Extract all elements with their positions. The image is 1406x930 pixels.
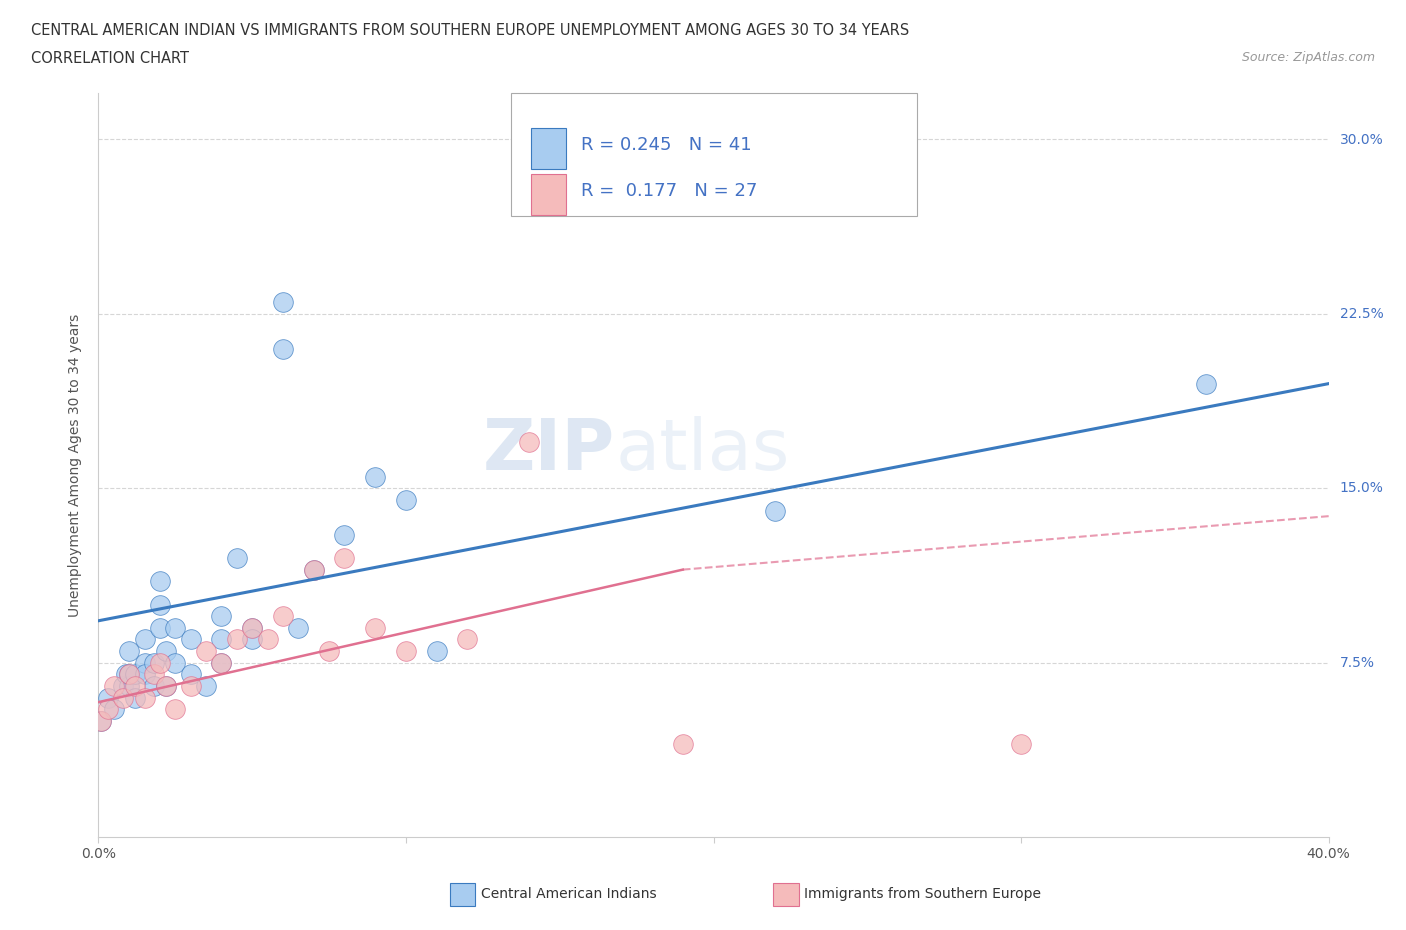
- Point: [124, 690, 146, 705]
- Point: [165, 620, 187, 635]
- Point: [180, 679, 202, 694]
- Point: [90, 713, 112, 728]
- Point: [97, 690, 120, 705]
- Y-axis label: Unemployment Among Ages 30 to 34 years: Unemployment Among Ages 30 to 34 years: [69, 313, 83, 617]
- Point: [426, 644, 449, 658]
- Point: [118, 667, 141, 682]
- Point: [240, 632, 263, 647]
- Point: [271, 341, 294, 356]
- Point: [225, 551, 247, 565]
- Text: ZIP: ZIP: [482, 416, 616, 485]
- Point: [142, 655, 165, 670]
- Point: [115, 667, 138, 682]
- Point: [124, 667, 146, 682]
- Text: atlas: atlas: [616, 416, 790, 485]
- Text: R = 0.245   N = 41: R = 0.245 N = 41: [581, 136, 751, 154]
- Point: [517, 434, 540, 449]
- Point: [103, 679, 125, 694]
- Point: [456, 632, 478, 647]
- Text: 7.5%: 7.5%: [1340, 656, 1375, 670]
- Point: [395, 493, 418, 508]
- Point: [364, 469, 387, 484]
- Text: Immigrants from Southern Europe: Immigrants from Southern Europe: [804, 886, 1042, 901]
- Point: [211, 655, 233, 670]
- Point: [118, 644, 141, 658]
- Point: [142, 667, 165, 682]
- Point: [211, 632, 233, 647]
- Bar: [531, 174, 567, 215]
- Point: [149, 597, 172, 612]
- Text: 30.0%: 30.0%: [1340, 132, 1384, 147]
- Text: Central American Indians: Central American Indians: [481, 886, 657, 901]
- Point: [155, 679, 177, 694]
- Point: [195, 679, 218, 694]
- Point: [112, 690, 135, 705]
- Point: [256, 632, 278, 647]
- Point: [225, 632, 247, 647]
- Point: [240, 620, 263, 635]
- Point: [134, 632, 156, 647]
- Point: [165, 655, 187, 670]
- Point: [271, 295, 294, 310]
- Point: [97, 701, 120, 716]
- Point: [302, 562, 325, 577]
- Text: 22.5%: 22.5%: [1340, 307, 1384, 321]
- Point: [124, 679, 146, 694]
- Point: [318, 644, 340, 658]
- Point: [118, 667, 141, 682]
- Bar: [531, 128, 567, 169]
- FancyBboxPatch shape: [510, 93, 917, 216]
- Point: [1010, 737, 1032, 751]
- Text: 15.0%: 15.0%: [1340, 481, 1384, 496]
- Point: [333, 551, 356, 565]
- Point: [142, 679, 165, 694]
- Text: CORRELATION CHART: CORRELATION CHART: [31, 51, 188, 66]
- Point: [165, 701, 187, 716]
- Point: [134, 655, 156, 670]
- Point: [180, 632, 202, 647]
- Point: [155, 679, 177, 694]
- Point: [180, 667, 202, 682]
- Point: [149, 655, 172, 670]
- Point: [134, 690, 156, 705]
- Point: [271, 609, 294, 624]
- Point: [149, 620, 172, 635]
- Point: [103, 701, 125, 716]
- Point: [112, 679, 135, 694]
- Point: [118, 679, 141, 694]
- Point: [672, 737, 695, 751]
- Point: [134, 667, 156, 682]
- Point: [333, 527, 356, 542]
- Point: [211, 655, 233, 670]
- Text: CENTRAL AMERICAN INDIAN VS IMMIGRANTS FROM SOUTHERN EUROPE UNEMPLOYMENT AMONG AG: CENTRAL AMERICAN INDIAN VS IMMIGRANTS FR…: [31, 23, 910, 38]
- Point: [287, 620, 309, 635]
- Text: Source: ZipAtlas.com: Source: ZipAtlas.com: [1241, 51, 1375, 64]
- Point: [302, 562, 325, 577]
- Point: [364, 620, 387, 635]
- Point: [763, 504, 786, 519]
- Point: [240, 620, 263, 635]
- Point: [195, 644, 218, 658]
- Point: [155, 644, 177, 658]
- Point: [211, 609, 233, 624]
- Text: R =  0.177   N = 27: R = 0.177 N = 27: [581, 182, 756, 200]
- Point: [90, 713, 112, 728]
- Point: [395, 644, 418, 658]
- Point: [149, 574, 172, 589]
- Point: [1195, 376, 1218, 391]
